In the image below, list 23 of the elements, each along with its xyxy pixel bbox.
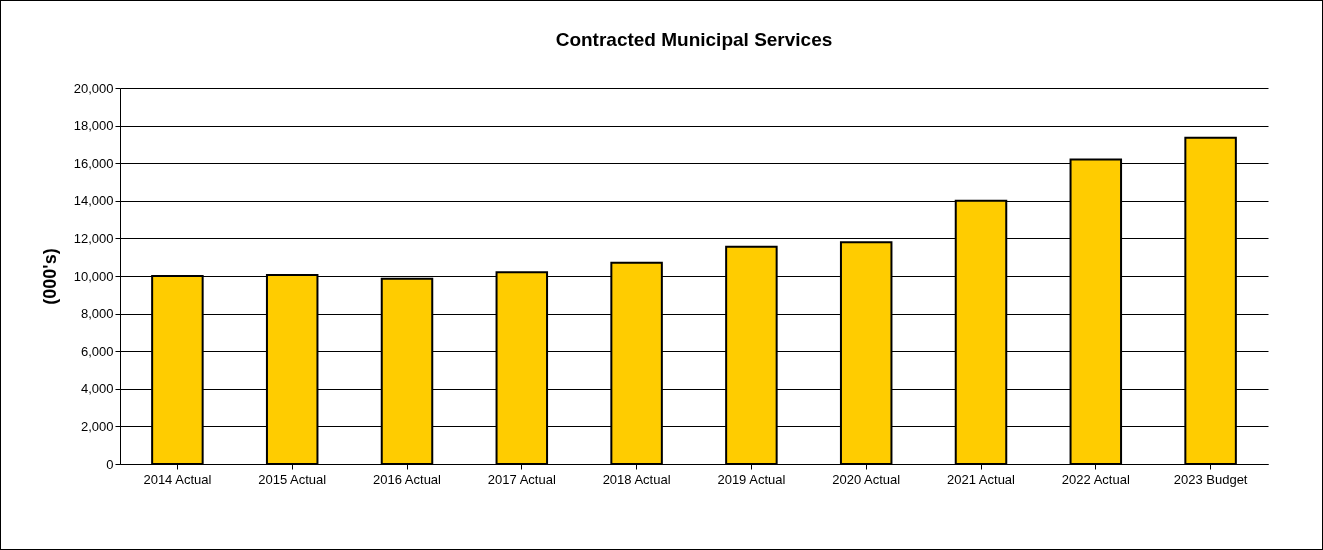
x-tick-label: 2017 Actual — [487, 471, 556, 487]
y-tick-label: 12,000 — [73, 230, 114, 246]
y-tick-label: 6,000 — [80, 343, 114, 359]
x-tick-label: 2016 Actual — [373, 471, 442, 487]
y-tick-label: 0 — [106, 456, 114, 472]
x-tick-label: 2015 Actual — [258, 471, 327, 487]
chart-title: Contracted Municipal Services — [555, 29, 833, 50]
y-tick-label: 18,000 — [73, 118, 114, 134]
x-tick-label: 2020 Actual — [832, 471, 901, 487]
x-tick-label: 2021 Actual — [947, 471, 1016, 487]
y-tick-label: 2,000 — [80, 418, 114, 434]
y-axis-title: (000's) — [39, 248, 60, 305]
x-tick-label: 2018 Actual — [602, 471, 671, 487]
x-tick-label: 2023 Budget — [1173, 471, 1248, 487]
x-tick-label: 2019 Actual — [717, 471, 786, 487]
x-tick-label: 2022 Actual — [1061, 471, 1130, 487]
y-tick-label: 10,000 — [73, 268, 114, 284]
x-tick-label: 2014 Actual — [143, 471, 212, 487]
y-tick-label: 4,000 — [80, 381, 114, 397]
y-tick-label: 20,000 — [73, 80, 114, 96]
y-tick-label: 8,000 — [80, 306, 114, 322]
y-tick-label: 14,000 — [73, 193, 114, 209]
y-tick-label: 16,000 — [73, 155, 114, 171]
